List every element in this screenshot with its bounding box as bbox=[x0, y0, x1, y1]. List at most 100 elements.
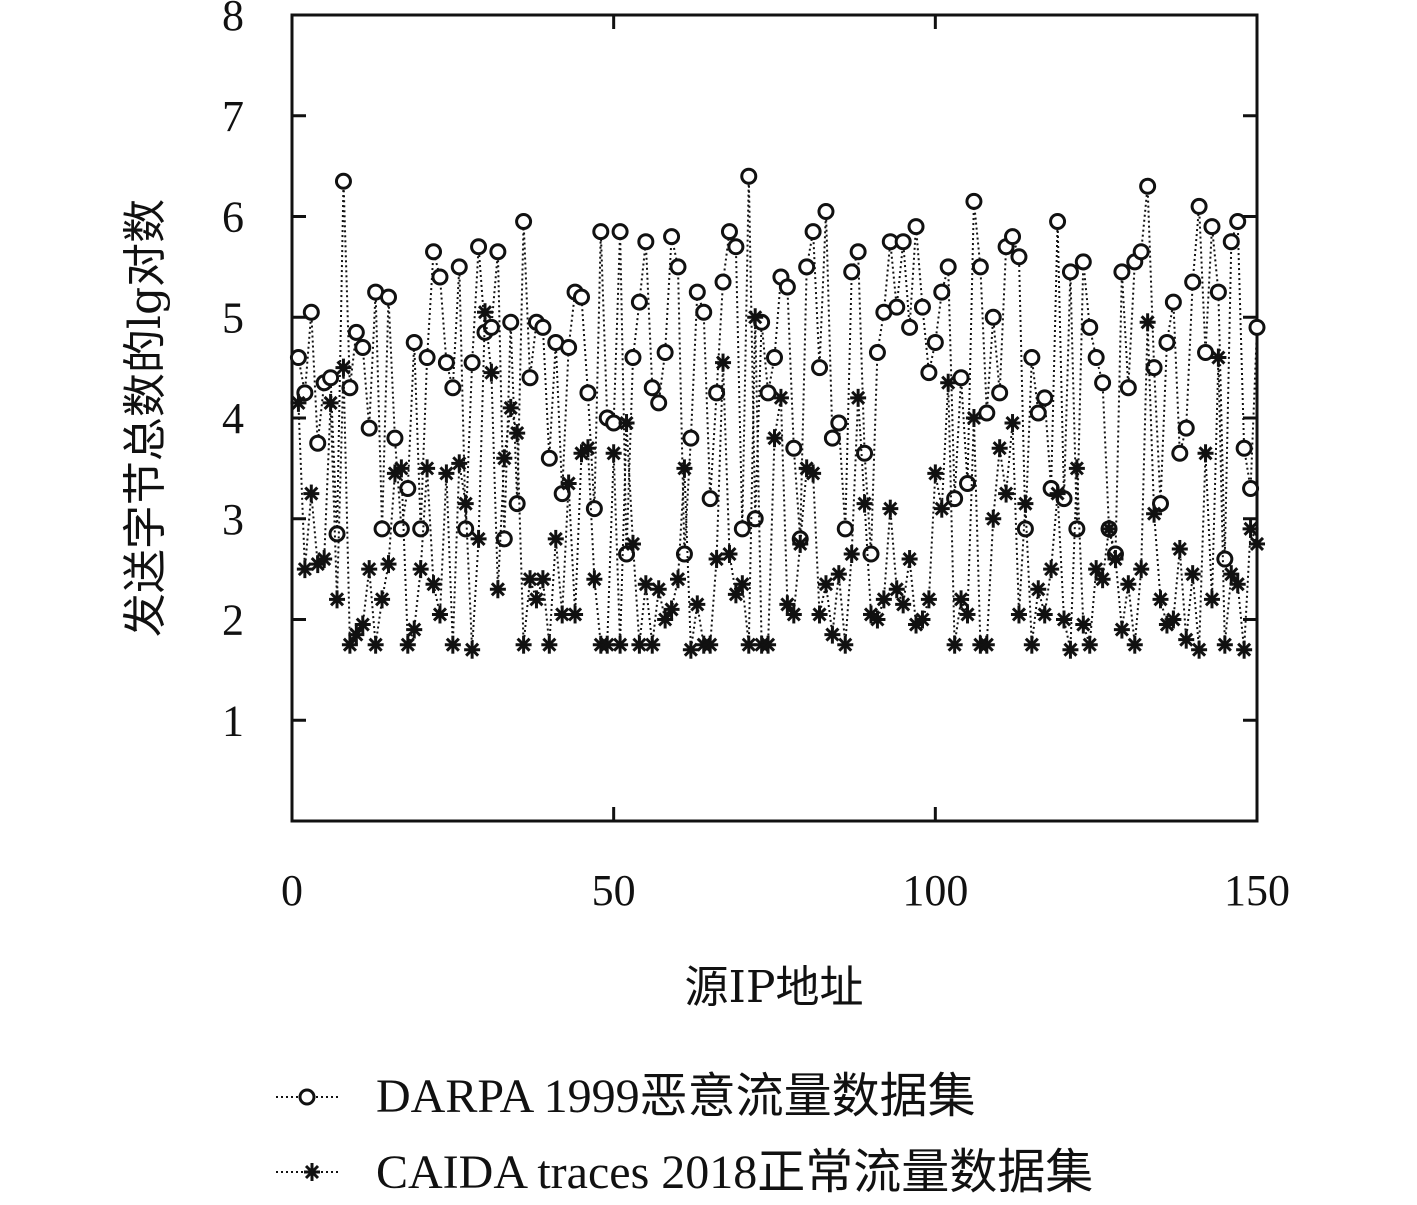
data-point-asterisk bbox=[1126, 635, 1143, 654]
data-point-asterisk bbox=[991, 439, 1008, 458]
data-point-asterisk bbox=[1043, 560, 1060, 579]
y-tick-label: 6 bbox=[222, 193, 244, 242]
data-point-asterisk bbox=[1081, 635, 1098, 654]
data-point-circle bbox=[836, 520, 854, 538]
data-point-circle bbox=[650, 394, 668, 412]
data-point-asterisk bbox=[882, 499, 899, 518]
data-point-asterisk bbox=[464, 640, 481, 659]
data-point-asterisk bbox=[528, 590, 545, 609]
data-point-circle bbox=[1113, 263, 1131, 281]
data-point-circle bbox=[669, 258, 687, 276]
data-point-circle bbox=[1132, 243, 1150, 261]
legend-item-caida: CAIDA traces 2018正常流量数据集 bbox=[276, 1146, 1093, 1199]
data-point-asterisk bbox=[850, 388, 867, 407]
data-point-circle bbox=[849, 243, 867, 261]
data-point-circle bbox=[289, 349, 307, 367]
data-point-circle bbox=[322, 369, 340, 387]
data-point-circle bbox=[708, 384, 726, 402]
data-point-asterisk bbox=[657, 610, 674, 629]
data-point-asterisk bbox=[805, 464, 822, 483]
data-point-circle bbox=[553, 485, 571, 503]
data-point-asterisk bbox=[605, 444, 622, 463]
data-point-circle bbox=[482, 318, 500, 336]
x-tick-label: 100 bbox=[902, 866, 968, 915]
data-point-asterisk bbox=[393, 459, 410, 478]
data-point-asterisk bbox=[644, 635, 661, 654]
data-point-circle bbox=[373, 520, 391, 538]
data-point-asterisk bbox=[612, 635, 629, 654]
data-point-asterisk bbox=[1030, 580, 1047, 599]
data-point-asterisk bbox=[554, 605, 571, 624]
data-point-asterisk bbox=[348, 625, 365, 644]
data-point-asterisk bbox=[637, 575, 654, 594]
data-point-asterisk bbox=[367, 635, 384, 654]
data-point-asterisk bbox=[431, 605, 448, 624]
data-point-circle bbox=[933, 283, 951, 301]
y-tick-label: 7 bbox=[222, 92, 244, 141]
data-point-asterisk bbox=[1197, 444, 1214, 463]
data-point-circle bbox=[830, 414, 848, 432]
data-point-circle bbox=[688, 283, 706, 301]
data-point-asterisk bbox=[875, 590, 892, 609]
data-point-asterisk bbox=[1223, 565, 1240, 584]
data-point-asterisk bbox=[772, 388, 789, 407]
data-point-circle bbox=[901, 318, 919, 336]
data-point-asterisk bbox=[534, 570, 551, 589]
data-point-circle bbox=[592, 223, 610, 241]
data-point-circle bbox=[1235, 439, 1253, 457]
data-point-asterisk bbox=[702, 635, 719, 654]
data-point-asterisk bbox=[1165, 610, 1182, 629]
data-point-asterisk bbox=[869, 610, 886, 629]
data-point-asterisk bbox=[1184, 565, 1201, 584]
legend: DARPA 1999恶意流量数据集 CAIDA traces 2018正常流量数… bbox=[276, 1070, 1093, 1199]
data-point-asterisk bbox=[959, 605, 976, 624]
data-point-circle bbox=[1248, 318, 1266, 336]
data-point-circle bbox=[502, 313, 520, 331]
data-point-asterisk bbox=[817, 575, 834, 594]
x-tick-label: 50 bbox=[592, 866, 636, 915]
data-point-circle bbox=[663, 228, 681, 246]
series-line bbox=[297, 176, 1258, 560]
data-point-circle bbox=[392, 520, 410, 538]
data-point-circle bbox=[347, 323, 365, 341]
data-point-asterisk bbox=[721, 545, 738, 564]
data-point-asterisk bbox=[444, 635, 461, 654]
data-point-asterisk bbox=[547, 529, 564, 548]
data-point-circle bbox=[1087, 349, 1105, 367]
data-point-circle bbox=[1010, 248, 1028, 266]
data-point-circle bbox=[778, 278, 796, 296]
data-point-circle bbox=[959, 474, 976, 492]
data-point-asterisk bbox=[933, 499, 950, 518]
data-point-asterisk bbox=[785, 605, 802, 624]
data-point-circle bbox=[733, 520, 751, 538]
data-point-asterisk bbox=[1120, 575, 1137, 594]
data-point-asterisk bbox=[824, 625, 841, 644]
data-point-circle bbox=[888, 298, 906, 316]
data-point-asterisk bbox=[727, 585, 744, 604]
data-point-circle bbox=[766, 349, 783, 367]
data-point-circle bbox=[1222, 233, 1240, 251]
data-point-asterisk bbox=[1056, 610, 1072, 629]
data-point-asterisk bbox=[1242, 519, 1259, 538]
data-point-asterisk bbox=[927, 464, 944, 483]
data-point-asterisk bbox=[888, 580, 905, 599]
data-point-asterisk bbox=[1171, 539, 1188, 558]
data-point-asterisk bbox=[689, 595, 706, 614]
data-point-circle bbox=[611, 223, 629, 241]
data-point-asterisk bbox=[451, 454, 468, 473]
data-point-circle bbox=[823, 429, 841, 447]
data-point-circle bbox=[1094, 374, 1112, 392]
data-point-circle bbox=[811, 359, 829, 377]
data-point-asterisk bbox=[1146, 504, 1163, 523]
data-point-asterisk bbox=[515, 635, 532, 654]
data-point-circle bbox=[720, 223, 738, 241]
data-point-asterisk bbox=[940, 373, 957, 392]
data-point-asterisk bbox=[380, 555, 397, 574]
y-tick-label: 3 bbox=[222, 495, 244, 544]
data-point-asterisk bbox=[1049, 484, 1066, 503]
data-point-asterisk bbox=[1191, 640, 1208, 659]
data-point-asterisk bbox=[457, 494, 474, 513]
data-point-circle bbox=[399, 480, 417, 498]
data-point-asterisk bbox=[477, 303, 493, 322]
